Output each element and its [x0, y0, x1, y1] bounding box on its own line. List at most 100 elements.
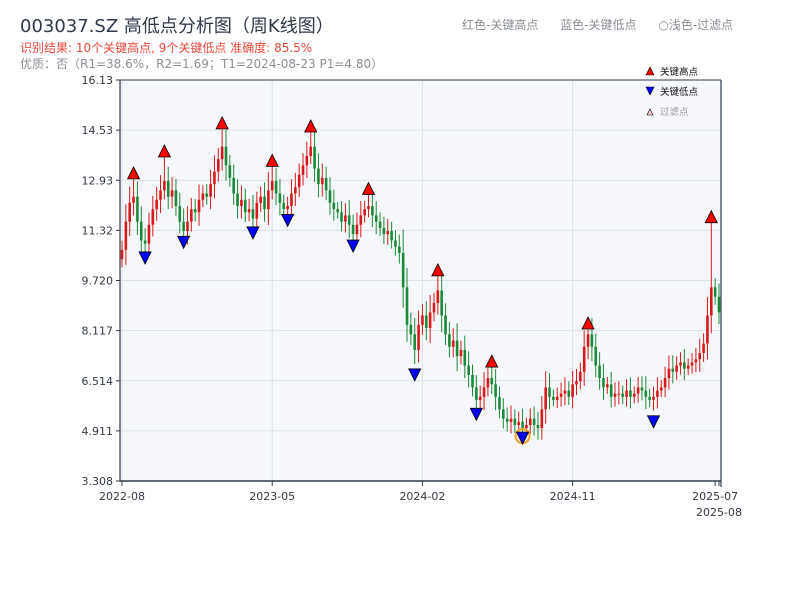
candle-up — [363, 209, 366, 216]
candle-down — [440, 290, 443, 316]
candle-down — [498, 396, 501, 410]
candle-down — [332, 202, 336, 210]
candle-up — [220, 146, 224, 160]
candle-down — [205, 193, 209, 197]
y-tick-label: 16.13 — [82, 74, 114, 87]
candle-up — [201, 193, 205, 200]
candle-down — [490, 378, 494, 385]
key-high-marker — [704, 209, 718, 224]
candle-up — [240, 199, 243, 207]
legend-filtered-icon — [646, 108, 654, 116]
candle-up — [694, 359, 698, 363]
candle-up — [509, 418, 513, 422]
candle-down — [644, 390, 648, 397]
candle-up — [247, 209, 251, 213]
candle-up — [147, 224, 151, 244]
key-low-marker — [515, 431, 530, 445]
quality-text: 优质：否（R1=38.6%，R2=1.69；T1=2024-08-23 P1=4… — [20, 57, 384, 71]
candle-down — [232, 177, 235, 194]
candle-down — [139, 221, 143, 241]
candle-down — [505, 418, 509, 422]
candle-up — [209, 184, 212, 197]
candle-up — [267, 190, 270, 210]
candle-up — [432, 302, 436, 313]
candle-down — [166, 181, 170, 197]
key-high-marker — [485, 354, 499, 368]
candle-up — [486, 378, 490, 388]
candle-down — [424, 315, 428, 329]
candle-up — [197, 199, 201, 213]
candle-down — [382, 227, 386, 235]
candle-up — [702, 343, 705, 354]
candle-down — [317, 168, 320, 185]
candle-up — [675, 365, 678, 372]
legend-label: 关键高点 — [660, 66, 699, 78]
key-low-marker — [408, 368, 422, 382]
candle-down — [243, 199, 247, 213]
y-tick-label: 9.720 — [82, 275, 114, 288]
candle-down — [274, 181, 278, 194]
candle-down — [378, 221, 382, 228]
candle-up — [459, 349, 463, 357]
candle-down — [513, 418, 517, 425]
candle-up — [417, 324, 420, 350]
candle-down — [351, 224, 355, 235]
candle-up — [155, 199, 158, 210]
candle-up — [294, 187, 297, 194]
candle-up — [563, 390, 567, 394]
candle-down — [413, 334, 417, 350]
candle-up — [436, 290, 440, 303]
candle-down — [174, 190, 178, 207]
candle-down — [471, 374, 474, 388]
candle-down — [394, 240, 397, 247]
candle-down — [328, 190, 332, 203]
candle-down — [398, 246, 401, 253]
legend-high-icon — [645, 66, 655, 76]
candle-down — [552, 396, 555, 400]
candle-down — [136, 196, 139, 222]
candle-down — [278, 193, 282, 203]
candle-up — [517, 421, 521, 425]
candle-up — [421, 315, 424, 325]
candle-down — [609, 384, 613, 397]
candle-down — [494, 384, 497, 397]
candle-down — [448, 334, 451, 347]
legend-low-text: 蓝色-关键低点 — [560, 18, 637, 32]
candle-up — [652, 396, 655, 400]
candle-up — [159, 190, 162, 200]
candle-up — [586, 334, 590, 347]
key-high-marker — [431, 262, 445, 277]
key-low-marker — [280, 214, 295, 228]
candle-down — [143, 240, 147, 244]
x-tick-label: 2025-07 — [692, 490, 738, 503]
candle-down — [463, 349, 467, 366]
y-tick-label: 11.32 — [82, 224, 114, 237]
candle-up — [213, 171, 216, 185]
key-low-marker — [346, 239, 360, 253]
candle-down — [263, 196, 266, 210]
candle-up — [656, 390, 659, 397]
key-high-marker — [157, 144, 172, 158]
candle-down — [713, 287, 717, 297]
legend-label: 关键低点 — [660, 86, 699, 98]
key-high-marker — [581, 316, 595, 330]
candle-down — [683, 362, 686, 369]
candle-down — [567, 390, 571, 397]
legend-high-text: 红色-关键高点 — [462, 18, 539, 32]
candle-down — [475, 387, 478, 400]
candle-up — [170, 190, 174, 197]
x-tick-label: 2023-05 — [249, 490, 295, 503]
candle-down — [336, 209, 339, 213]
candle-down — [251, 209, 255, 219]
key-low-marker — [138, 251, 152, 265]
candle-down — [629, 390, 632, 397]
candle-down — [548, 387, 551, 397]
key-low-marker — [646, 415, 661, 429]
candle-down — [224, 146, 228, 166]
key-high-marker — [215, 115, 229, 130]
candle-up — [355, 224, 359, 235]
key-low-marker — [469, 407, 483, 422]
candle-down — [236, 193, 239, 207]
